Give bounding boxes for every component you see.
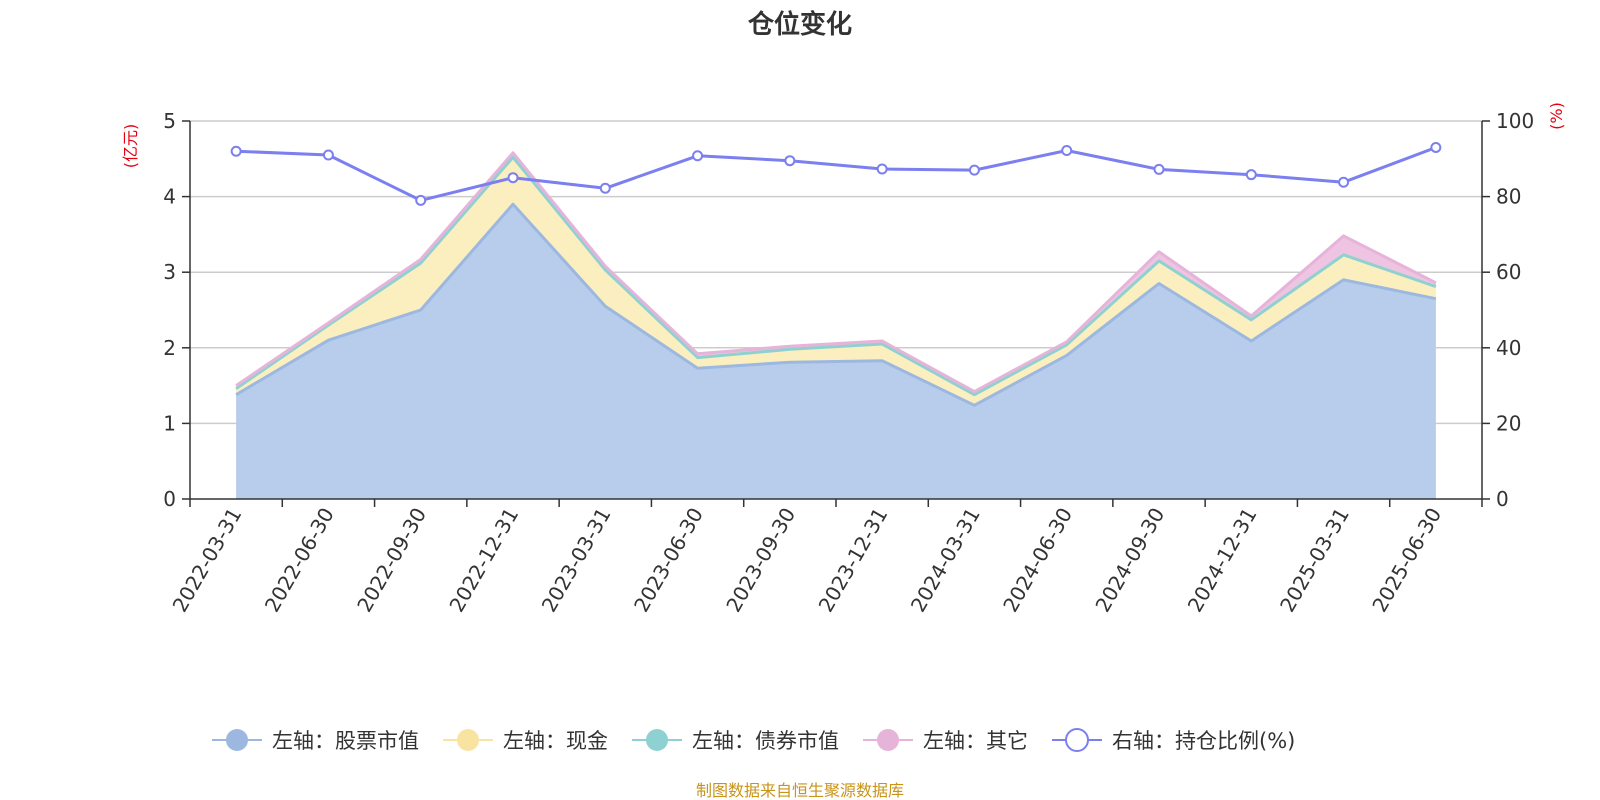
area-edge-左轴：债券市值	[235, 155, 1437, 397]
x-tick-label: 2022-12-31	[444, 504, 523, 617]
legend-label: 右轴：持仓比例(%)	[1112, 729, 1295, 753]
legend-swatch-marker	[877, 729, 899, 751]
left-tick-label: 4	[163, 185, 176, 209]
legend: 左轴：股票市值 左轴：现金 左轴：债券市值 左轴：其它 右轴：持仓比例(%)	[212, 728, 1295, 753]
x-tick-label: 2022-09-30	[352, 504, 431, 617]
ratio-point	[322, 149, 334, 161]
left-tick-label: 0	[163, 487, 176, 511]
left-tick-label: 3	[163, 260, 176, 284]
ratio-point	[415, 194, 427, 206]
x-tick-label: 2024-09-30	[1090, 504, 1169, 617]
right-tick-label: 60	[1496, 260, 1521, 284]
left-axis-unit: (亿元)	[121, 124, 140, 169]
legend-swatch-marker	[646, 729, 668, 751]
right-tick-label: 80	[1496, 185, 1521, 209]
x-tick-label: 2022-06-30	[260, 504, 339, 617]
x-tick-label: 2025-06-30	[1367, 504, 1446, 617]
ratio-point	[1061, 144, 1073, 156]
ratio-line	[236, 146, 1437, 202]
right-tick-label: 100	[1496, 109, 1534, 133]
legend-item: 左轴：债券市值	[632, 729, 839, 753]
legend-label: 左轴：债券市值	[692, 729, 839, 753]
right-tick-label: 40	[1496, 336, 1521, 360]
x-tick-label: 2024-12-31	[1183, 504, 1262, 617]
ratio-point	[1338, 176, 1350, 188]
x-tick-label: 2023-09-30	[721, 504, 800, 617]
x-tick-label: 2023-03-31	[537, 504, 616, 617]
ratio-point	[876, 163, 888, 175]
data-source-note: 制图数据来自恒生聚源数据库	[696, 781, 904, 800]
left-tick-label: 2	[163, 336, 176, 360]
x-tick-label: 2023-12-31	[814, 504, 893, 617]
area-左轴：股票市值	[236, 204, 1436, 499]
legend-label: 左轴：其它	[923, 729, 1028, 753]
x-tick-label: 2023-06-30	[629, 504, 708, 617]
ratio-point	[1430, 141, 1442, 153]
legend-label: 左轴：现金	[503, 729, 608, 753]
area-edge-左轴：其它	[235, 151, 1437, 394]
left-tick-label: 1	[163, 411, 176, 435]
ratio-point	[599, 182, 611, 194]
legend-item: 左轴：股票市值	[212, 729, 419, 753]
x-tick-label: 2024-06-30	[998, 504, 1077, 617]
ratio-line-series	[230, 141, 1442, 206]
legend-swatch-marker	[226, 729, 248, 751]
x-tick-label: 2022-03-31	[168, 504, 247, 617]
ratio-point	[1153, 163, 1165, 175]
left-tick-label: 5	[163, 109, 176, 133]
legend-item: 左轴：现金	[443, 729, 608, 753]
right-axis-unit: (%)	[1547, 102, 1566, 130]
legend-item: 左轴：其它	[863, 729, 1028, 753]
legend-swatch-marker	[1065, 728, 1089, 752]
right-tick-label: 0	[1496, 487, 1509, 511]
right-tick-label: 20	[1496, 411, 1521, 435]
area-edge-左轴：股票市值	[235, 202, 1437, 407]
ratio-point	[1245, 169, 1257, 181]
ratio-point	[507, 172, 519, 184]
legend-swatch-marker	[457, 729, 479, 751]
stacked-areas	[235, 151, 1437, 499]
area-左轴：现金	[236, 157, 1436, 406]
legend-label: 左轴：股票市值	[272, 729, 419, 753]
ratio-point	[784, 155, 796, 167]
x-tick-label: 2025-03-31	[1275, 504, 1354, 617]
ratio-point	[968, 164, 980, 176]
ratio-point	[692, 150, 704, 162]
chart-title: 仓位变化	[747, 9, 852, 40]
x-tick-label: 2024-03-31	[906, 504, 985, 617]
legend-item: 右轴：持仓比例(%)	[1052, 728, 1295, 753]
ratio-point	[230, 145, 242, 157]
